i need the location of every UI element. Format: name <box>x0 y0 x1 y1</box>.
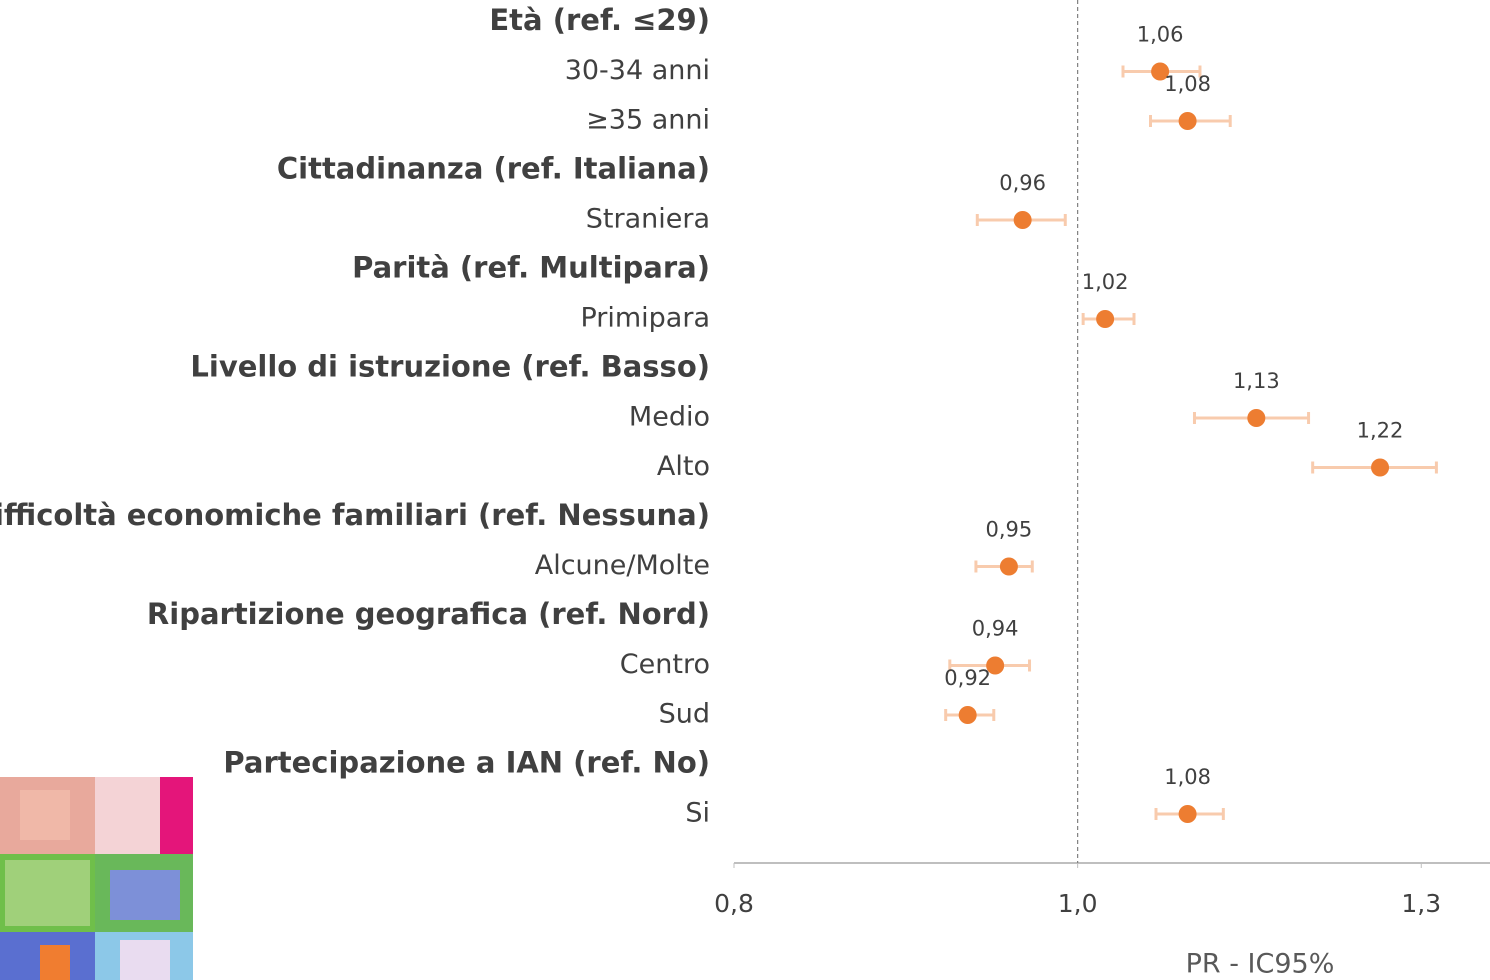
chart: PR - IC95% 0,8 1,0 1,3 Età (ref. ≤29) 30-34 … <box>0 0 1490 980</box>
category-label: Parità (ref. Multipara) <box>352 251 710 285</box>
x-axis-label: PR - IC95% <box>1186 949 1335 980</box>
data-label: 0,95 <box>986 518 1033 542</box>
data-label: 1,22 <box>1357 419 1404 443</box>
point <box>1179 805 1197 823</box>
category-label: Primipara <box>580 303 710 334</box>
category-label: Ripartizione geografica (ref. Nord) <box>147 597 710 631</box>
data-label: 0,92 <box>944 666 991 690</box>
category-label: Medio <box>629 402 710 433</box>
point <box>1179 112 1197 130</box>
data-label: 1,08 <box>1164 765 1211 789</box>
point <box>1371 459 1389 477</box>
category-label: Straniera <box>586 204 710 235</box>
data-label: 1,13 <box>1233 369 1280 393</box>
category-label: ≥35 anni <box>586 105 710 136</box>
data-label: 0,94 <box>972 617 1019 641</box>
category-label: Cittadinanza (ref. Italiana) <box>277 152 710 186</box>
point <box>1014 211 1032 229</box>
category-label: Si <box>685 798 710 829</box>
category-label: Livello di istruzione (ref. Basso) <box>190 350 710 384</box>
category-label: Alto <box>657 451 710 482</box>
category-label: Sud <box>659 699 710 730</box>
category-label: Centro <box>620 649 710 680</box>
data-label: 1,06 <box>1137 23 1184 47</box>
data-label: 1,08 <box>1164 72 1211 96</box>
thumbnail <box>0 777 193 980</box>
point <box>1247 409 1265 427</box>
data-label: 0,96 <box>999 171 1046 195</box>
point <box>1096 310 1114 328</box>
point <box>959 706 977 724</box>
point <box>1000 558 1018 576</box>
category-label: Età (ref. ≤29) <box>489 3 710 37</box>
category-label: Partecipazione a IAN (ref. No) <box>223 746 710 780</box>
category-label: 30-34 anni <box>565 55 710 86</box>
x-tick-label: 0,8 <box>714 889 754 918</box>
category-label: Difficoltà economiche familiari (ref. Ne… <box>0 498 710 532</box>
x-tick-label: 1,3 <box>1401 889 1441 918</box>
category-label: Alcune/Molte <box>535 550 710 581</box>
data-label: 1,02 <box>1082 270 1129 294</box>
x-tick-label: 1,0 <box>1058 889 1098 918</box>
